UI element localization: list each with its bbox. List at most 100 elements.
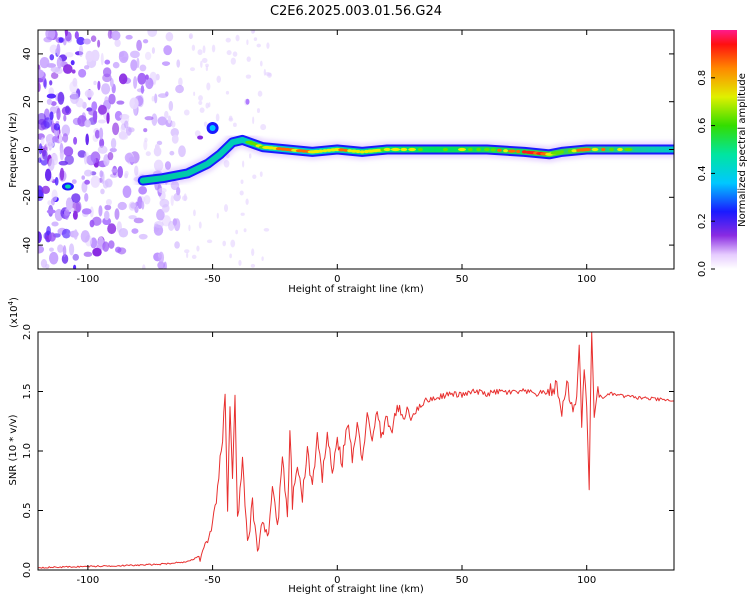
ridge-peak	[350, 149, 358, 153]
spectrogram-y-label: Frequency (Hz)	[8, 112, 19, 188]
noise-blob	[80, 230, 90, 243]
noise-blob-faint	[252, 30, 256, 33]
noise-blob-faint	[267, 72, 272, 78]
spectrogram-y-tick-label: 0	[22, 146, 33, 152]
noise-blob	[64, 52, 74, 58]
noise-blob-faint	[183, 109, 190, 116]
ridge-peak	[559, 150, 564, 154]
noise-blob	[61, 254, 69, 264]
noise-blob	[43, 36, 53, 43]
noise-blob	[119, 113, 130, 120]
noise-blob	[83, 251, 93, 257]
noise-blob-faint	[223, 204, 229, 212]
noise-blob	[49, 44, 58, 54]
noise-blob	[142, 39, 149, 44]
noise-blob-faint	[252, 174, 257, 180]
ridge-peak	[301, 149, 307, 153]
noise-blob	[59, 147, 64, 161]
noise-blob	[168, 220, 175, 232]
noise-blob	[117, 165, 124, 179]
ridge-peak	[507, 149, 516, 153]
noise-blob-faint	[223, 160, 230, 168]
noise-blob	[38, 157, 42, 163]
noise-blob	[108, 93, 116, 105]
noise-blob	[108, 240, 115, 249]
noise-blob-faint	[240, 179, 244, 184]
noise-blob	[89, 206, 94, 218]
noise-blob	[165, 32, 174, 42]
noise-blob	[68, 243, 75, 256]
noise-blob	[50, 101, 57, 106]
noise-blob	[49, 251, 59, 265]
ridge-peak	[571, 149, 577, 153]
noise-blob	[49, 111, 54, 121]
noise-blob	[104, 178, 113, 188]
noise-blob	[116, 100, 125, 105]
noise-blob	[118, 227, 129, 238]
noise-blob	[57, 91, 65, 105]
ridge-peak	[400, 147, 408, 152]
ridge-satellite	[245, 98, 250, 105]
noise-blob	[134, 165, 139, 176]
noise-blob	[69, 81, 78, 94]
low-altitude-noise	[38, 30, 272, 269]
noise-blob	[90, 35, 97, 42]
noise-blob	[117, 201, 127, 211]
noise-blob	[69, 91, 79, 104]
noise-blob-faint	[201, 57, 208, 64]
noise-blob-faint	[263, 228, 270, 232]
noise-blob	[46, 226, 51, 236]
noise-blob-faint	[216, 75, 221, 83]
noise-blob-faint	[191, 44, 196, 51]
ridge-peak	[338, 148, 345, 152]
noise-blob	[142, 264, 146, 269]
snr-y-label: SNR (10 * v/v)	[8, 414, 19, 485]
noise-blob	[139, 64, 147, 72]
snr-x-tick-label: 100	[577, 575, 596, 586]
ridge-satellite	[197, 135, 204, 140]
noise-blob	[164, 110, 169, 119]
noise-blob	[76, 36, 85, 46]
noise-blob	[119, 51, 125, 58]
noise-blob	[120, 124, 126, 133]
noise-blob-faint	[205, 102, 209, 109]
noise-feature-core	[64, 184, 71, 189]
spectrogram-x-tick-label: -50	[204, 274, 220, 285]
spectrogram-y-tick-label: -40	[22, 237, 33, 253]
noise-blob-faint	[189, 34, 193, 40]
noise-blob-faint	[251, 248, 255, 256]
spectrogram-x-label: Height of straight line (km)	[288, 284, 424, 295]
noise-blob	[85, 50, 94, 62]
noise-blob-faint	[216, 212, 219, 219]
noise-blob	[45, 141, 55, 149]
noise-blob	[92, 110, 98, 123]
noise-blob	[154, 93, 158, 104]
noise-blob-faint	[235, 34, 240, 42]
noise-blob	[130, 50, 140, 59]
noise-blob	[112, 61, 120, 69]
noise-blob	[44, 168, 52, 182]
noise-blob	[65, 197, 73, 211]
noise-blob-faint	[233, 122, 237, 128]
noise-blob	[97, 80, 101, 91]
noise-blob	[170, 195, 174, 207]
noise-blob	[89, 219, 95, 228]
spectrogram-x-tick-label: 50	[456, 274, 469, 285]
noise-blob	[155, 73, 160, 81]
noise-blob	[72, 253, 79, 261]
noise-blob	[65, 105, 70, 114]
noise-blob	[84, 169, 93, 177]
noise-blob	[102, 73, 112, 83]
noise-blob	[97, 119, 107, 124]
noise-blob	[101, 83, 111, 95]
noise-blob	[107, 223, 117, 235]
noise-blob	[102, 217, 112, 226]
noise-blob	[129, 97, 139, 110]
ridge-peak	[383, 147, 391, 152]
noise-blob-faint	[245, 74, 252, 79]
noise-blob	[157, 93, 168, 98]
noise-blob	[46, 98, 53, 105]
noise-blob	[133, 76, 138, 89]
noise-blob-faint	[206, 239, 213, 244]
